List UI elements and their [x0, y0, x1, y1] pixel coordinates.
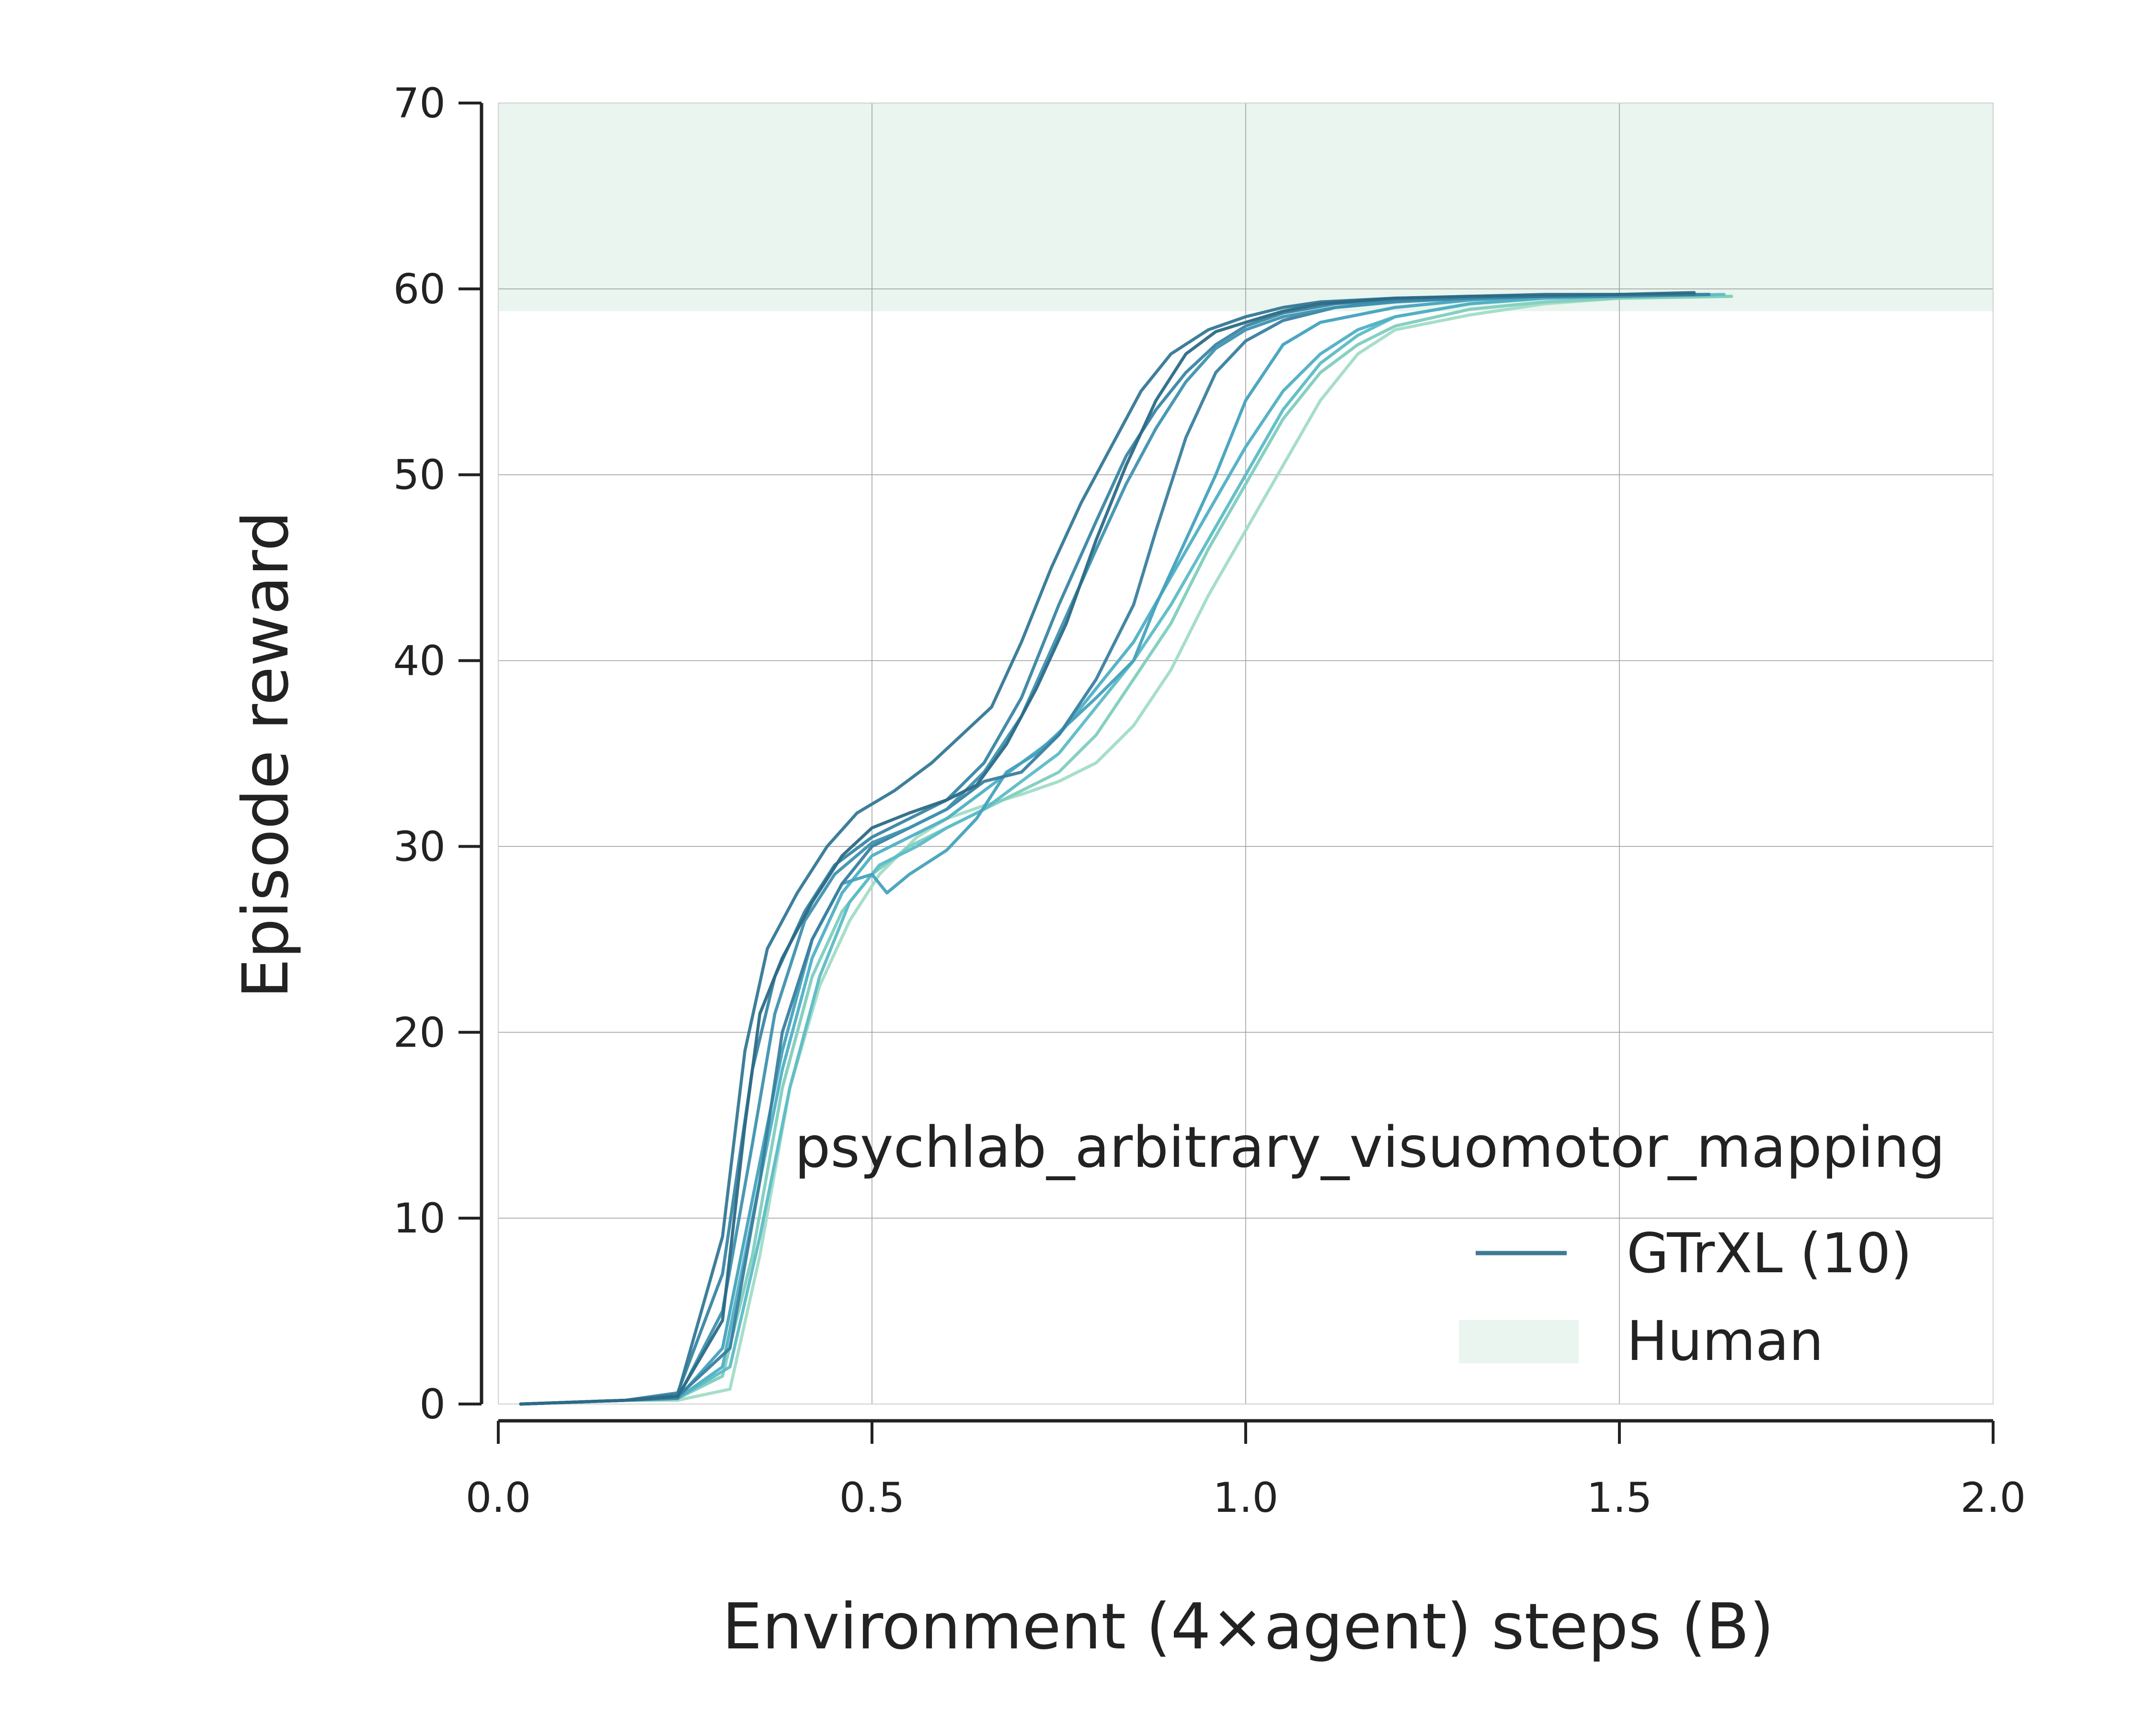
y-tick-label: 50 [393, 451, 446, 499]
legend-band-swatch [1459, 1320, 1579, 1363]
chart-annotation: psychlab_arbitrary_visuomotor_mapping [794, 1114, 1945, 1180]
x-tick-label: 0.5 [839, 1474, 905, 1522]
axis-layer: 0 10 20 30 40 50 60 70 0.0 0.5 1.0 1.5 2.0 [393, 80, 2026, 1522]
series-line [519, 293, 1726, 1406]
x-tick-label: 1.5 [1587, 1474, 1652, 1522]
x-tick-label: 1.0 [1213, 1474, 1279, 1522]
x-tick-label: 2.0 [1961, 1474, 2026, 1522]
legend: GTrXL (10) Human [1459, 1221, 1912, 1373]
x-tick-label: 0.0 [466, 1474, 531, 1522]
y-tick-label: 40 [393, 637, 446, 685]
y-axis-title: Episode reward [229, 511, 303, 999]
y-tick-label: 10 [393, 1195, 446, 1243]
y-tick-label: 60 [393, 265, 446, 313]
legend-label-human: Human [1627, 1309, 1823, 1373]
plot-area-border [498, 103, 1994, 1405]
series-layer [519, 291, 1733, 1406]
y-tick-label: 20 [393, 1009, 446, 1057]
series-line [519, 295, 1733, 1406]
series-line [519, 295, 1733, 1406]
x-axis-title: Environment (4×agent) steps (B) [722, 1590, 1774, 1664]
y-tick-label: 70 [393, 80, 446, 127]
legend-label-gtrxl: GTrXL (10) [1627, 1221, 1912, 1285]
y-tick-label: 30 [393, 823, 446, 871]
series-line [519, 293, 1711, 1406]
series-line [519, 293, 1711, 1406]
y-tick-label: 0 [419, 1381, 446, 1428]
series-line [519, 291, 1696, 1406]
